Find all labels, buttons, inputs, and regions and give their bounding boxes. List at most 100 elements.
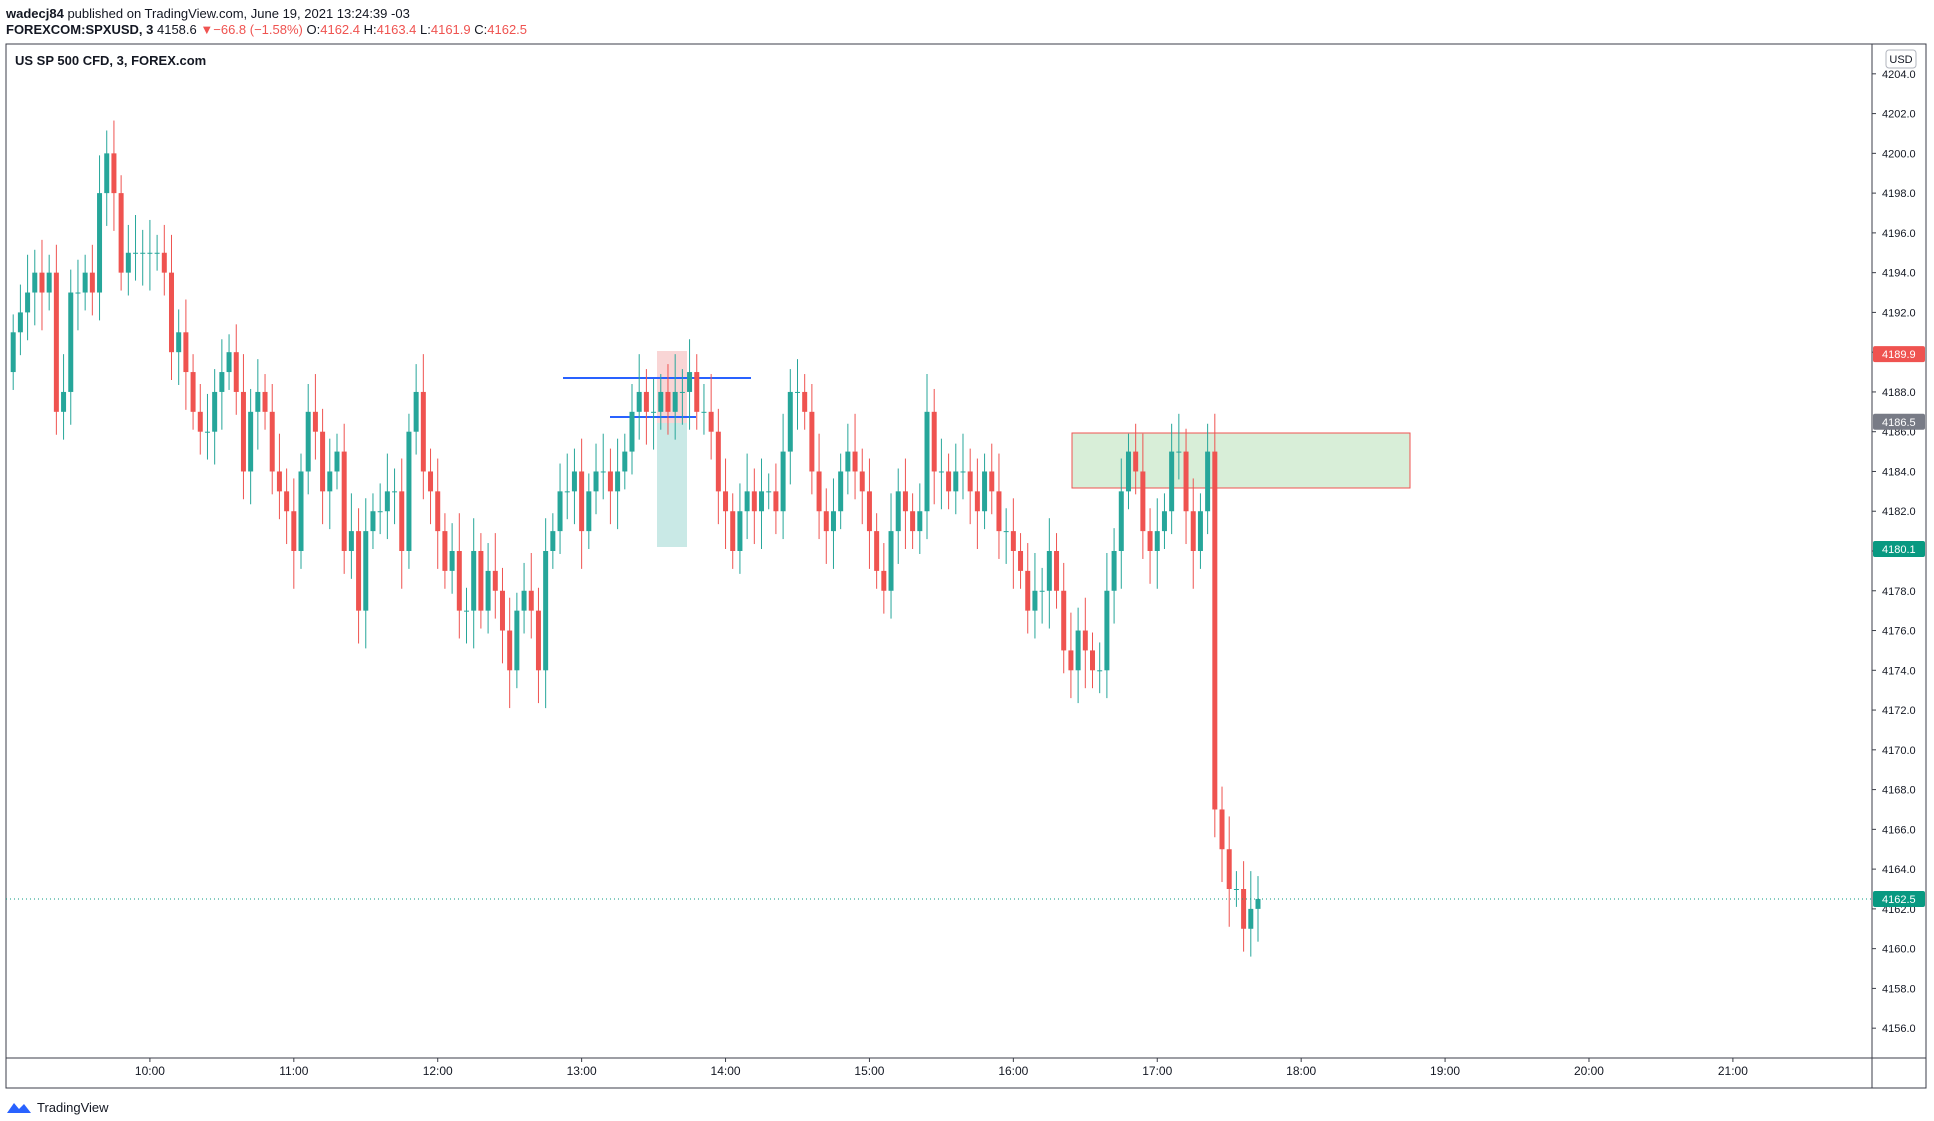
candle-body [75, 292, 81, 294]
candle-up [46, 254, 52, 311]
candle-up [917, 483, 923, 554]
candle-body [478, 551, 484, 611]
candle-up [327, 438, 333, 530]
candle-body [32, 272, 38, 293]
candle-up [514, 592, 520, 689]
time-axis[interactable]: 10:00 11:00 12:00 13:00 14:00 15:00 16:00 17:00… [135, 1058, 1748, 1078]
candle-body [622, 451, 628, 472]
candle-up [744, 453, 750, 540]
candle-up [953, 443, 959, 515]
candle-up [1233, 871, 1239, 907]
candle-up [1046, 518, 1052, 629]
candle-body [996, 491, 1002, 532]
candle-body [974, 491, 980, 512]
candle-up [629, 383, 635, 475]
candle-body [276, 471, 282, 492]
candle-body [1104, 590, 1110, 671]
price-label-tag: 4186.5 [1873, 413, 1925, 430]
candle-up [564, 453, 570, 520]
candle-up [406, 413, 412, 569]
candle-body [514, 610, 520, 671]
candle-up [557, 463, 563, 554]
candle-up [1169, 423, 1175, 535]
candle-body [600, 471, 606, 473]
candle-body [190, 372, 196, 412]
candle-up [636, 354, 642, 440]
candle-up [1075, 607, 1081, 704]
candle-body [989, 471, 995, 492]
candle-body [39, 272, 45, 293]
candle-body [586, 491, 592, 532]
chart-title: US SP 500 CFD, 3, FOREX.com [15, 53, 206, 68]
y-tick-label: 4196.0 [1882, 228, 1916, 240]
buy-zone-box[interactable] [657, 423, 687, 547]
candle-up [255, 359, 261, 450]
candle-down [910, 493, 916, 550]
x-tick-label: 17:00 [1142, 1064, 1172, 1078]
candle-up [147, 219, 153, 291]
candle-down [528, 552, 534, 639]
candle-body [248, 411, 254, 472]
candle-body [1154, 531, 1160, 551]
candle-body [658, 391, 664, 412]
author-name[interactable]: wadecj84 [6, 6, 64, 21]
supply-zone-box[interactable] [1071, 432, 1411, 489]
candle-down [492, 533, 498, 619]
y-tick-label: 4200.0 [1882, 148, 1916, 160]
candle-down [866, 458, 872, 569]
x-tick-label: 19:00 [1430, 1064, 1460, 1078]
candle-up [25, 254, 31, 341]
candle-down [420, 354, 426, 500]
candle-down [161, 224, 167, 296]
candle-body [1025, 570, 1031, 611]
candle-up [586, 473, 592, 550]
candle-down [1018, 533, 1024, 589]
candle-body [773, 491, 779, 512]
brand-text[interactable]: TradingView [37, 1099, 109, 1115]
price-label-bg [1873, 346, 1925, 363]
candle-up [384, 453, 390, 540]
candle-body [133, 252, 139, 254]
candle-body [946, 471, 952, 492]
candle-body [435, 491, 441, 532]
y-tick-label: 4172.0 [1882, 705, 1916, 717]
y-tick-label: 4202.0 [1882, 109, 1916, 121]
candle-body [902, 491, 908, 512]
y-tick-label: 4194.0 [1882, 268, 1916, 280]
candle-body [204, 431, 210, 433]
candle-body [341, 451, 347, 551]
x-tick-label: 21:00 [1718, 1064, 1748, 1078]
candle-up [737, 483, 743, 574]
candle-body [212, 391, 218, 432]
candle-down [1226, 816, 1232, 927]
candle-down [428, 448, 434, 525]
price-label-bg [1873, 890, 1925, 907]
candle-up [794, 359, 800, 430]
candle-down [881, 543, 887, 614]
candle-down [168, 234, 174, 381]
candle-up [780, 413, 786, 540]
y-tick-label: 4188.0 [1882, 387, 1916, 399]
candle-down [902, 458, 908, 550]
candle-body [61, 391, 67, 412]
candle-up [348, 493, 354, 579]
candle-down [233, 324, 239, 415]
candle-up [1118, 458, 1124, 589]
candle-down [456, 513, 462, 639]
candle-up [219, 339, 225, 430]
candle-body [550, 531, 556, 551]
candle-up [622, 433, 628, 490]
candle-up [370, 493, 376, 550]
candle-up [75, 259, 81, 331]
candle-body [464, 610, 470, 612]
candle-up [449, 523, 455, 594]
candle-body [370, 511, 376, 532]
currency-badge[interactable]: USD [1885, 49, 1917, 69]
candle-body [557, 491, 563, 532]
candle-down [1219, 786, 1225, 883]
candle-down [435, 458, 441, 569]
candle-body [262, 391, 268, 412]
candle-body [125, 252, 131, 273]
candle-body [701, 411, 707, 413]
